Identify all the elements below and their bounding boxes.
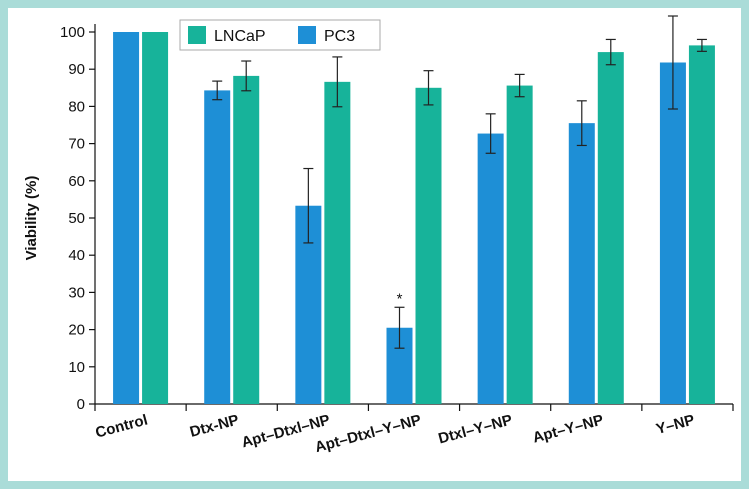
bar-lncap (233, 75, 260, 405)
category-label: Apt–Y–NP (531, 411, 605, 446)
y-tick-label: 70 (68, 136, 85, 153)
y-tick-label: 0 (77, 396, 85, 413)
bar-lncap (688, 45, 715, 404)
significance-marker: * (397, 290, 403, 307)
bar-pc3 (659, 62, 686, 405)
category-label: Apt–Dtxl–Y–NP (313, 411, 423, 456)
y-tick-label: 50 (68, 210, 85, 227)
category-label: Y–NP (654, 411, 696, 438)
y-tick-label: 10 (68, 359, 85, 376)
category-label: Dtxl–Y–NP (436, 411, 514, 447)
legend-swatch-pc3 (298, 26, 316, 44)
y-tick-label: 100 (60, 24, 85, 41)
category-label: Dtx-NP (188, 411, 241, 440)
bar-chart: 0 10 20 30 40 50 60 70 80 90 100 Viability (%) Contr… (23, 15, 734, 456)
y-tick-label: 60 (68, 173, 85, 190)
y-tick-label: 30 (68, 284, 85, 301)
chart-panel: 0 10 20 30 40 50 60 70 80 90 100 Viability (%) Contr… (8, 8, 741, 481)
y-axis-title: Viability (%) (23, 176, 40, 261)
bar-lncap (142, 32, 169, 404)
bar-lncap (506, 85, 533, 405)
bar-lncap (597, 52, 624, 404)
y-tick-label: 20 (68, 322, 85, 339)
legend-label-lncap: LNCaP (214, 28, 266, 45)
legend-label-pc3: PC3 (324, 28, 355, 45)
y-tick-label: 40 (68, 247, 85, 264)
bar-lncap (324, 81, 351, 405)
bar-pc3 (204, 90, 231, 405)
legend-swatch-lncap (188, 26, 206, 44)
y-tick-label: 90 (68, 61, 85, 78)
legend-box (179, 19, 381, 51)
y-tick-label: 80 (68, 98, 85, 115)
bar-pc3 (113, 32, 140, 404)
category-label: Control (94, 411, 150, 441)
bar-pc3 (568, 123, 595, 404)
bar-pc3 (477, 133, 504, 404)
bar-lncap (415, 87, 442, 405)
